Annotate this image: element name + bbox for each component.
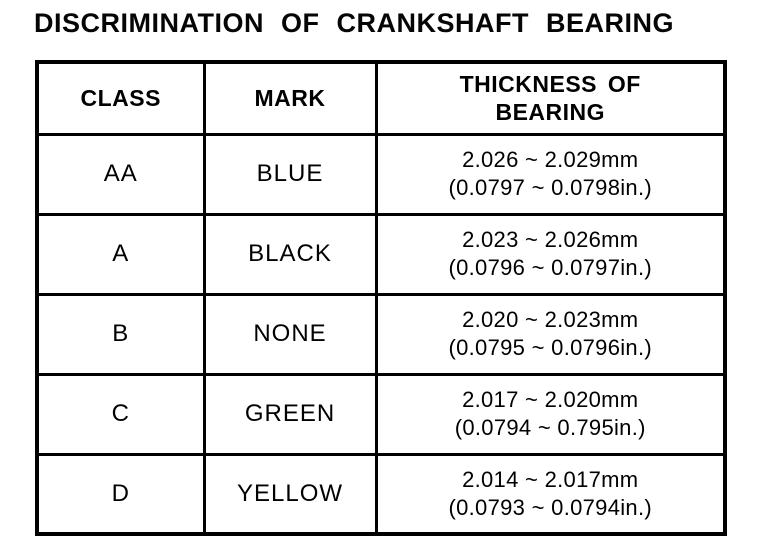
table-row-class-a: A BLACK 2.023 ~ 2.026mm (0.0796 ~ 0.0797… xyxy=(35,212,727,296)
thickness-in-value: (0.0797 ~ 0.0798in.) xyxy=(448,175,653,200)
table-row-class-c: C GREEN 2.017 ~ 2.020mm (0.0794 ~ 0.795i… xyxy=(35,372,727,456)
column-header-thickness: THICKNESS OF BEARING xyxy=(374,60,727,136)
column-header-mark: MARK xyxy=(202,60,378,136)
thickness-in-value: (0.0794 ~ 0.795in.) xyxy=(454,415,646,440)
class-cell: AA xyxy=(35,132,206,216)
thickness-cell: 2.026 ~ 2.029mm (0.0797 ~ 0.0798in.) xyxy=(374,132,727,216)
class-cell: B xyxy=(35,292,206,376)
thickness-in-value: (0.0796 ~ 0.0797in.) xyxy=(448,255,653,280)
thickness-mm-value: 2.020 ~ 2.023mm xyxy=(462,306,639,332)
thickness-in-value: (0.0793 ~ 0.0794in.) xyxy=(448,494,653,520)
thickness-mm-value: 2.014 ~ 2.017mm xyxy=(462,466,639,492)
table-row-class-b: B NONE 2.020 ~ 2.023mm (0.0795 ~ 0.0796i… xyxy=(35,292,727,376)
mark-cell: GREEN xyxy=(202,372,378,456)
thickness-cell: 2.020 ~ 2.023mm (0.0795 ~ 0.0796in.) xyxy=(374,292,727,376)
column-header-thickness-label: THICKNESS OF BEARING xyxy=(459,70,641,126)
thickness-mm-value: 2.026 ~ 2.029mm xyxy=(462,146,639,172)
class-cell: D xyxy=(35,452,206,536)
page-title: DISCRIMINATION OF CRANKSHAFT BEARING xyxy=(34,8,674,38)
thickness-in-value: (0.0795 ~ 0.0796in.) xyxy=(448,335,653,360)
thickness-cell: 2.014 ~ 2.017mm (0.0793 ~ 0.0794in.) xyxy=(374,452,727,536)
mark-cell: NONE xyxy=(202,292,378,376)
table-row-class-d: D YELLOW 2.014 ~ 2.017mm (0.0793 ~ 0.079… xyxy=(35,452,727,536)
header-row: CLASS MARK THICKNESS OF BEARING xyxy=(35,60,727,136)
thickness-mm-value: 2.017 ~ 2.020mm xyxy=(462,386,639,412)
class-cell: A xyxy=(35,212,206,296)
thickness-cell: 2.023 ~ 2.026mm (0.0796 ~ 0.0797in.) xyxy=(374,212,727,296)
thickness-cell: 2.017 ~ 2.020mm (0.0794 ~ 0.795in.) xyxy=(374,372,727,456)
mark-cell: BLACK xyxy=(202,212,378,296)
thickness-mm-value: 2.023 ~ 2.026mm xyxy=(462,226,639,252)
column-header-class-label: CLASS xyxy=(80,84,161,111)
class-cell: C xyxy=(35,372,206,456)
column-header-mark-label: MARK xyxy=(254,84,326,111)
mark-cell: BLUE xyxy=(202,132,378,216)
bearing-discrimination-table: CLASS MARK THICKNESS OF BEARING AA BLUE … xyxy=(35,60,727,536)
column-header-class: CLASS xyxy=(35,60,206,136)
table-row-class-aa: AA BLUE 2.026 ~ 2.029mm (0.0797 ~ 0.0798… xyxy=(35,132,727,216)
mark-cell: YELLOW xyxy=(202,452,378,536)
